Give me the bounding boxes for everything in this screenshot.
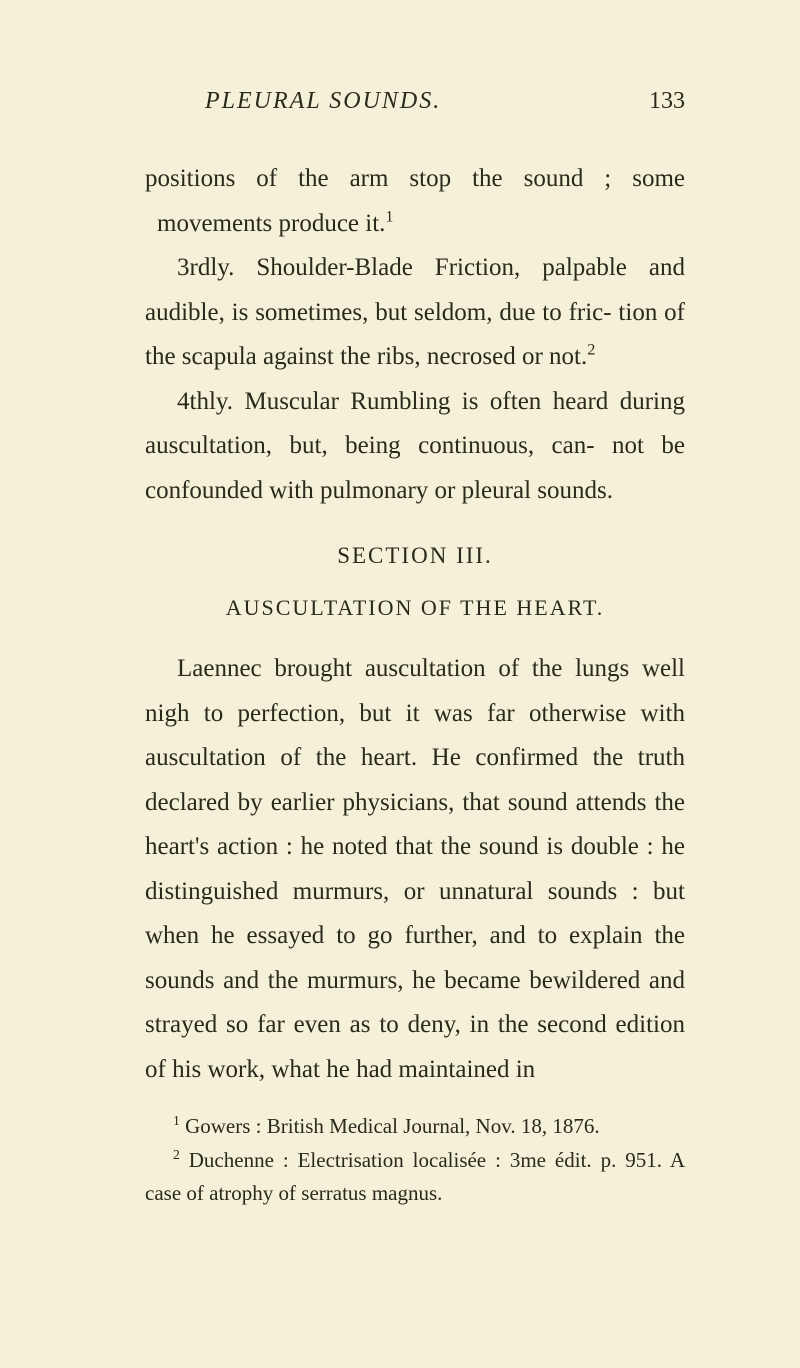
page-header: PLEURAL SOUNDS. 133 [145,88,685,115]
footnote-2-text: Duchenne : Electrisation localisée : 3me… [145,1148,685,1206]
paragraph-2: 3rdly. Shoulder-Blade Friction, palpable… [145,246,685,380]
paragraph-4: Laennec brought auscultation of the lung… [145,647,685,1092]
running-title: PLEURAL SOUNDS. [205,88,441,115]
paragraph-1-text: positions of the arm stop the sound ; so… [145,165,685,237]
page-number: 133 [649,88,685,115]
section-heading: SECTION III. [145,543,685,569]
page-content: PLEURAL SOUNDS. 133 positions of the arm… [145,88,685,1278]
paragraph-4-text: Laennec brought auscultation of the lung… [145,655,685,1083]
footnotes: 1 Gowers : British Medical Journal, Nov.… [145,1110,685,1211]
footnote-1-text: Gowers : British Medical Journal, Nov. 1… [180,1114,600,1138]
footnote-2: 2 Duchenne : Electrisation localisée : 3… [145,1144,685,1211]
paragraph-2-text: 3rdly. Shoulder-Blade Friction, palpable… [145,254,685,370]
paragraph-3: 4thly. Muscular Rumbling is often heard … [145,380,685,514]
footnote-ref-2: 2 [587,341,595,359]
footnote-2-num: 2 [173,1147,180,1162]
footnote-ref-1: 1 [385,207,393,225]
paragraph-1: positions of the arm stop the sound ; so… [145,157,685,246]
paragraph-3-text: 4thly. Muscular Rumbling is often heard … [145,388,685,504]
footnote-1-num: 1 [173,1113,180,1128]
subsection-heading: AUSCULTATION OF THE HEART. [145,595,685,621]
footnote-1: 1 Gowers : British Medical Journal, Nov.… [145,1110,685,1144]
